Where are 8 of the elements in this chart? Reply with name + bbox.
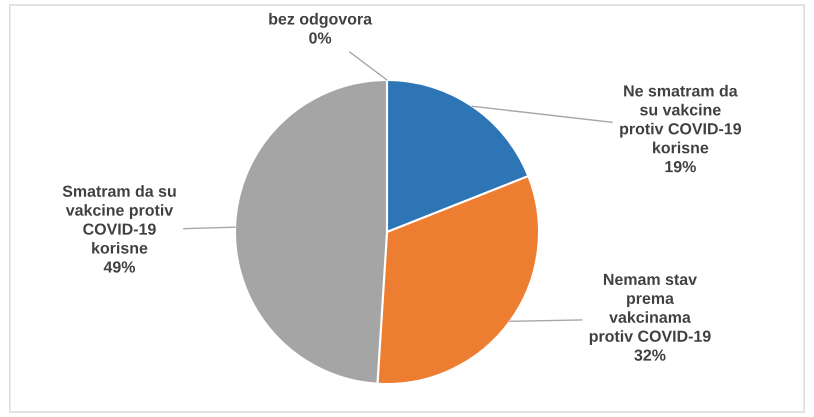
data-label: 32% — [634, 350, 666, 361]
data-label: 19% — [665, 161, 696, 172]
data-label: 49% — [104, 261, 136, 273]
category-label: bez odgovora — [269, 12, 372, 28]
slice-label: Nemam stav prema vakcinama protiv COVID-19 — [590, 274, 711, 346]
slice-label: Ne smatram da su vakcine protiv COVID-19 korisne — [620, 84, 742, 154]
slice-label: Smatram da su vakcine protiv COVID-19 korisne — [62, 185, 176, 254]
text: 0% — [309, 32, 332, 44]
